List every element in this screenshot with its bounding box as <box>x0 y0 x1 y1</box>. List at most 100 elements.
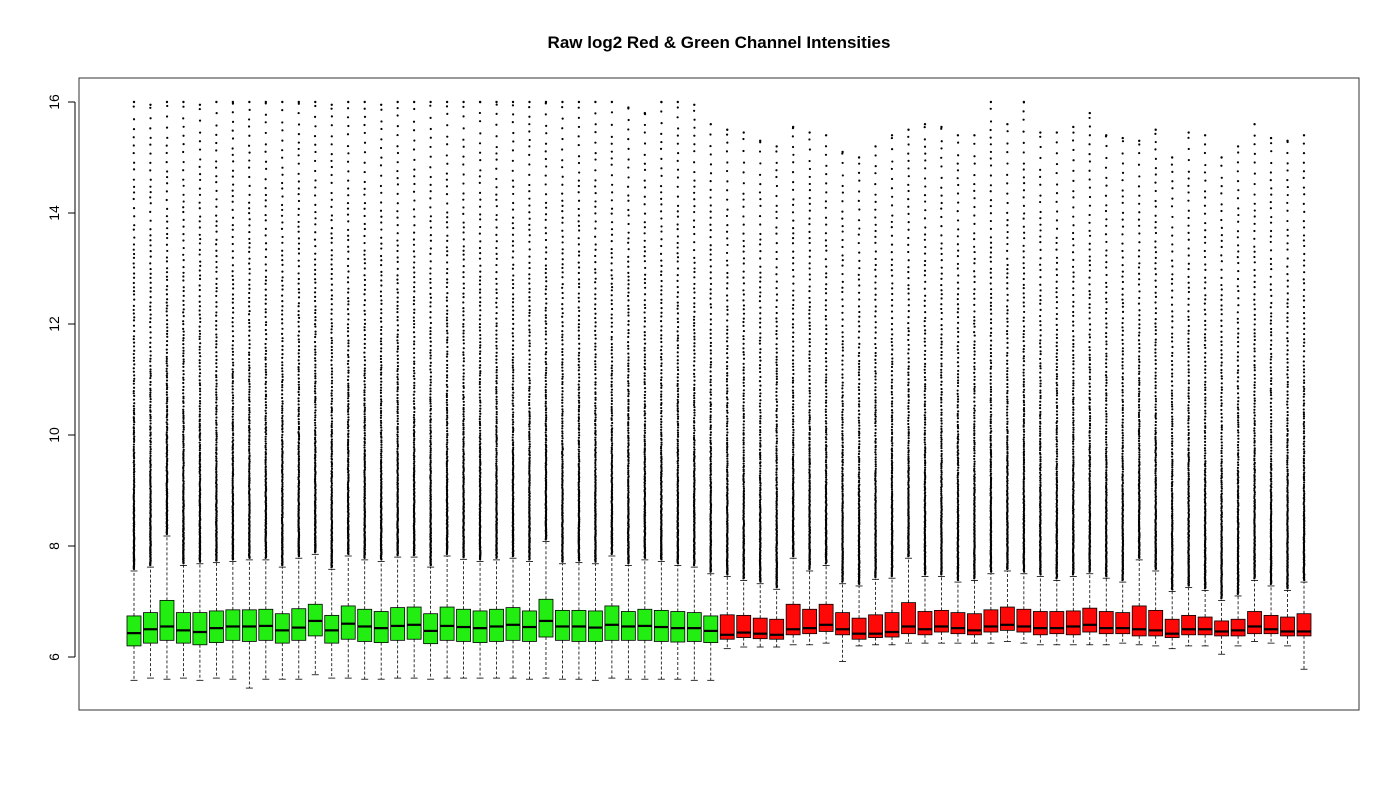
outlier-point <box>446 350 449 353</box>
outlier-point <box>165 362 168 365</box>
outlier-point <box>198 480 202 484</box>
outlier-point <box>149 437 152 440</box>
outlier-point <box>462 100 465 104</box>
outlier-point <box>528 296 531 299</box>
outlier-point <box>149 380 152 384</box>
outlier-point <box>149 185 152 188</box>
outlier-point <box>478 396 481 399</box>
outlier-point <box>264 205 267 208</box>
outlier-point <box>132 128 136 131</box>
outlier-point <box>182 233 185 236</box>
outlier-point <box>132 276 136 279</box>
outlier-point <box>149 409 152 412</box>
outlier-point <box>297 193 300 196</box>
outlier-point <box>264 456 267 459</box>
outlier-point <box>413 261 416 264</box>
outlier-point <box>462 461 465 464</box>
outlier-point <box>281 121 284 124</box>
outlier-point <box>149 354 152 357</box>
outlier-point <box>149 415 152 418</box>
outlier-point <box>511 366 514 369</box>
outlier-point <box>248 287 251 290</box>
outlier-point <box>198 451 202 454</box>
outlier-point <box>165 376 169 379</box>
outlier-point <box>215 379 218 382</box>
outlier-point <box>363 303 366 307</box>
outlier-point <box>215 455 218 458</box>
outlier-point <box>495 390 498 393</box>
outlier-point <box>215 205 218 208</box>
outlier-point <box>511 233 515 236</box>
outlier-point <box>215 260 218 264</box>
outlier-point <box>166 236 169 240</box>
outlier-point <box>363 293 366 296</box>
outlier-point <box>528 299 531 302</box>
outlier-point <box>281 337 284 340</box>
outlier-point <box>248 246 251 249</box>
outlier-point <box>132 243 136 246</box>
outlier-point <box>264 160 268 163</box>
outlier-point <box>544 276 548 279</box>
outlier-point <box>248 451 251 455</box>
outlier-point <box>297 380 300 384</box>
outlier-point <box>380 201 383 204</box>
box <box>324 614 340 644</box>
outlier-point <box>264 187 267 190</box>
outlier-point <box>281 402 284 405</box>
outlier-point <box>544 427 548 431</box>
outlier-point <box>396 232 399 235</box>
outlier-point <box>182 400 185 403</box>
outlier-point <box>462 253 465 256</box>
outlier-point <box>396 256 399 259</box>
outlier-point <box>215 468 218 471</box>
box-group <box>406 100 422 679</box>
outlier-point <box>133 377 136 380</box>
outlier-point <box>528 365 531 369</box>
outlier-point <box>412 319 416 323</box>
outlier-point <box>149 127 152 130</box>
outlier-point <box>495 257 498 260</box>
outlier-point <box>264 121 267 124</box>
outlier-point <box>132 191 136 194</box>
outlier-point <box>149 255 152 258</box>
outlier-point <box>314 421 317 424</box>
outlier-point <box>264 448 268 451</box>
outlier-point <box>495 263 498 267</box>
outlier-point <box>199 477 202 480</box>
outlier-point <box>347 375 350 378</box>
outlier-point <box>446 292 449 295</box>
outlier-point <box>528 287 531 290</box>
outlier-point <box>347 270 350 273</box>
outlier-point <box>363 386 367 389</box>
outlier-point <box>479 344 482 347</box>
outlier-point <box>165 215 169 218</box>
outlier-point <box>314 416 317 419</box>
outlier-point <box>198 277 202 281</box>
outlier-point <box>396 282 399 285</box>
outlier-point <box>544 174 547 177</box>
outlier-point <box>215 198 218 201</box>
outlier-point <box>347 473 350 476</box>
outlier-point <box>462 413 465 416</box>
outlier-point <box>363 100 366 104</box>
outlier-point <box>133 451 136 454</box>
outlier-point <box>478 477 481 481</box>
outlier-point <box>297 100 300 104</box>
outlier-point <box>182 452 185 455</box>
outlier-point <box>412 366 416 369</box>
outlier-point <box>149 161 152 164</box>
outlier-point <box>446 135 449 138</box>
outlier-point <box>132 501 136 505</box>
outlier-point <box>313 115 317 118</box>
outlier-point <box>166 304 169 307</box>
outlier-point <box>231 361 235 364</box>
outlier-point <box>165 441 168 444</box>
box <box>406 606 422 640</box>
outlier-point <box>445 105 449 108</box>
outlier-point <box>528 385 531 388</box>
outlier-point <box>379 355 383 358</box>
outlier-point <box>198 426 201 429</box>
outlier-point <box>429 260 432 263</box>
outlier-point <box>166 413 169 416</box>
outlier-point <box>247 351 251 354</box>
